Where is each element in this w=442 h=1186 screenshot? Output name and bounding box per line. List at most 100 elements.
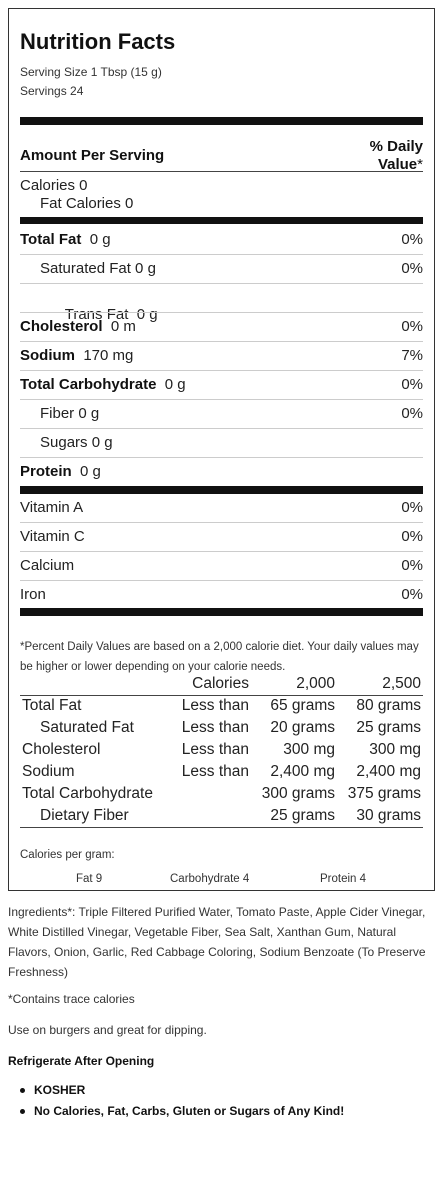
nutrient-name: Cholesterol	[20, 318, 103, 335]
divider	[20, 341, 423, 342]
table-cell: 300 grams	[261, 785, 335, 802]
daily-value-star: *	[417, 156, 423, 173]
nutrient-name: Sodium	[20, 347, 75, 364]
vitamin-dv: 0%	[401, 557, 423, 574]
fat-calories-row: Fat Calories 0	[40, 195, 134, 212]
table-cell: 300 mg	[369, 741, 421, 758]
nutrient-amount: 0 m	[110, 318, 136, 335]
divider	[20, 171, 423, 172]
nutrient-name: Sugars 0 g	[40, 434, 113, 451]
servings-count: Servings 24	[20, 84, 84, 98]
table-cell: Cholesterol	[22, 741, 101, 758]
table-cell: 65 grams	[270, 697, 335, 715]
vitamin-name: Vitamin A	[20, 499, 84, 516]
nutrient-fiber: Fiber 0 g 0%	[20, 405, 423, 422]
storage-instructions: Refrigerate After Opening	[8, 1054, 155, 1068]
nutrient-name: Protein	[20, 463, 72, 480]
nutrient-sugars: Sugars 0 g	[20, 434, 423, 451]
nutrient-total-fat: Total Fat 0 g 0%	[20, 231, 423, 248]
table-cell: 25 grams	[251, 805, 337, 828]
table-cell: Total Fat	[22, 697, 82, 715]
thick-divider	[20, 608, 423, 616]
daily-value-line1: % Daily	[369, 138, 423, 155]
divider	[20, 283, 423, 284]
divider	[20, 312, 423, 313]
table-cell: 2,400 mg	[356, 763, 421, 780]
nutrient-dv: 7%	[401, 347, 423, 364]
vitamin-name: Iron	[20, 586, 46, 603]
table-cell	[175, 783, 251, 805]
table-cell: Less than	[181, 719, 249, 736]
thick-divider	[20, 486, 423, 494]
calcium-row: Calcium 0%	[20, 557, 423, 574]
table-header-cell: 2,000	[251, 673, 337, 696]
table-cell: Dietary Fiber	[20, 805, 175, 828]
list-item: No Calories, Fat, Carbs, Gluten or Sugar…	[8, 1101, 344, 1122]
nutrient-dv: 0%	[401, 318, 423, 335]
table-row: Total Carbohydrate 300 grams 375 grams	[20, 783, 423, 805]
table-header-cell	[20, 673, 175, 696]
nutrient-sodium: Sodium 170 mg 7%	[20, 347, 423, 364]
nutrient-cholesterol: Cholesterol 0 m 0%	[20, 318, 423, 335]
vitamin-name: Calcium	[20, 557, 75, 574]
nutrient-total-carbohydrate: Total Carbohydrate 0 g 0%	[20, 376, 423, 393]
nutrient-dv: 0%	[401, 231, 423, 248]
nutrient-trans-fat: Trans Fat 0 g	[20, 289, 423, 340]
table-row: Sodium Less than 2,400 mg 2,400 mg	[20, 761, 423, 783]
daily-reference-table: Calories 2,000 2,500 Total Fat Less than…	[20, 673, 423, 828]
nutrient-dv: 0%	[401, 260, 423, 277]
table-cell: Saturated Fat	[40, 719, 134, 736]
feature-list: KOSHER No Calories, Fat, Carbs, Gluten o…	[8, 1080, 344, 1122]
daily-value-line2: Value	[377, 156, 418, 173]
daily-value-footnote: *Percent Daily Values are based on a 2,0…	[20, 641, 419, 673]
table-cell: 300 mg	[283, 741, 335, 758]
table-cell: Sodium	[22, 763, 75, 780]
vitamin-dv: 0%	[401, 499, 423, 516]
nutrient-name: Total Carbohydrate	[20, 376, 157, 393]
calories-per-gram-heading: Calories per gram:	[20, 849, 115, 861]
table-row: Saturated Fat Less than 20 grams 25 gram…	[20, 717, 423, 739]
table-cell	[175, 805, 251, 828]
nutrient-name: Fiber 0 g	[40, 405, 100, 422]
cpg-protein: Protein 4	[320, 873, 367, 885]
table-cell: Less than	[181, 741, 249, 758]
table-cell: Less than	[181, 697, 249, 715]
table-cell: 2,400 mg	[270, 763, 335, 780]
nutrient-protein: Protein 0 g	[20, 463, 423, 480]
nutrient-saturated-fat: Saturated Fat 0 g 0%	[20, 260, 423, 277]
table-row: Total Fat Less than 65 grams 80 grams	[20, 695, 423, 717]
ingredients-text: Ingredients*: Triple Filtered Purified W…	[8, 905, 426, 979]
table-cell: 30 grams	[337, 805, 423, 828]
amount-per-serving-heading: Amount Per Serving	[20, 147, 165, 164]
divider	[20, 370, 423, 371]
divider	[20, 428, 423, 429]
nutrient-name: Saturated Fat 0 g	[40, 260, 156, 277]
divider	[20, 522, 423, 523]
table-row: Dietary Fiber 25 grams 30 grams	[20, 805, 423, 828]
vitamin-dv: 0%	[401, 528, 423, 545]
calories-row: Calories 0	[20, 177, 88, 194]
nutrient-name: Total Fat	[20, 231, 82, 248]
divider	[20, 580, 423, 581]
table-header-row: Calories 2,000 2,500	[20, 673, 423, 696]
vitamin-name: Vitamin C	[20, 528, 85, 545]
nutrient-amount: 0 g	[89, 231, 111, 248]
nutrient-dv: 0%	[401, 376, 423, 393]
table-header-cell: 2,500	[337, 673, 423, 696]
nutrient-name: Trans Fat 0 g	[64, 306, 158, 323]
table-cell: Total Carbohydrate	[22, 785, 153, 802]
label-title: Nutrition Facts	[20, 29, 176, 54]
nutrient-amount: 170 mg	[83, 347, 134, 364]
table-cell: 80 grams	[356, 697, 421, 715]
table-cell: 375 grams	[347, 785, 421, 802]
table-header-cell: Calories	[175, 673, 251, 696]
vitamin-a-row: Vitamin A 0%	[20, 499, 423, 516]
cpg-fat: Fat 9	[76, 873, 103, 885]
trace-calories-note: *Contains trace calories	[8, 992, 135, 1006]
usage-note: Use on burgers and great for dipping.	[8, 1023, 207, 1037]
nutrient-dv: 0%	[401, 405, 423, 422]
iron-row: Iron 0%	[20, 586, 423, 603]
serving-size: Serving Size 1 Tbsp (15 g)	[20, 65, 162, 79]
nutrition-facts-label: Nutrition Facts Serving Size 1 Tbsp (15 …	[8, 8, 435, 891]
vitamin-c-row: Vitamin C 0%	[20, 528, 423, 545]
